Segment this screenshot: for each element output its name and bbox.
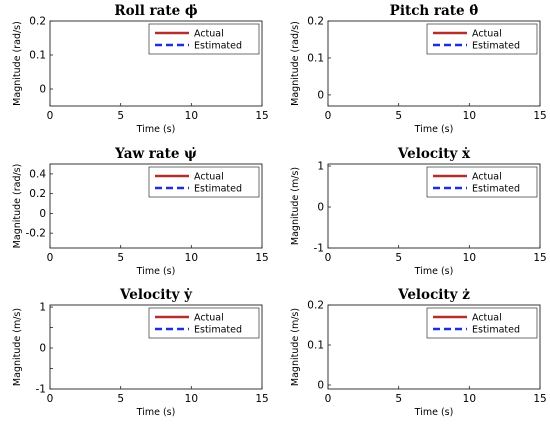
- y-tick-label: 0: [317, 380, 324, 392]
- y-tick-label: 0.2: [29, 188, 46, 200]
- x-tick-label: 15: [255, 393, 268, 405]
- y-axis-label: Magnitude (rad/s): [12, 164, 23, 249]
- x-tick-label: 10: [463, 110, 476, 122]
- x-tick-label: 0: [47, 252, 54, 264]
- x-tick-label: 0: [47, 393, 54, 405]
- y-tick-label: 0.4: [29, 168, 46, 180]
- x-tick-label: 10: [463, 252, 476, 264]
- legend-label-actual: Actual: [472, 29, 502, 40]
- legend-label-actual: Actual: [194, 313, 224, 324]
- x-axis-label: Time (s): [136, 266, 176, 277]
- x-tick-label: 10: [185, 252, 198, 264]
- y-tick-label: -0.2: [26, 228, 47, 240]
- x-tick-label: 15: [255, 252, 268, 264]
- chart-title: Roll rate ϕ̇: [114, 3, 198, 19]
- y-tick-label: 0.1: [29, 50, 46, 62]
- legend-label-estimated: Estimated: [194, 41, 242, 52]
- y-tick-label: 1: [39, 302, 46, 314]
- x-tick-label: 10: [185, 393, 198, 405]
- x-axis-label: Time (s): [414, 407, 454, 418]
- x-tick-label: 15: [255, 110, 268, 122]
- y-tick-label: 0.1: [307, 52, 324, 64]
- chart-title: Yaw rate ψ̇: [114, 146, 197, 162]
- legend-label-estimated: Estimated: [472, 41, 520, 52]
- y-tick-label: 0: [39, 208, 46, 220]
- x-tick-label: 5: [117, 110, 124, 122]
- subplot-2: 0 5 10 15 0 0.1 0.2 Pitch rate θ̇ Time (s) Magnit…: [290, 3, 547, 135]
- legend-label-estimated: Estimated: [194, 184, 242, 195]
- x-axis-label: Time (s): [414, 266, 454, 277]
- legend-label-estimated: Estimated: [194, 325, 242, 336]
- legend-box: [148, 166, 260, 198]
- y-tick-label: 0.2: [29, 16, 46, 28]
- x-tick-label: 15: [533, 110, 546, 122]
- y-axis-label: Magnitude (m/s): [290, 167, 301, 245]
- x-tick-label: 15: [533, 252, 546, 264]
- x-tick-label: 15: [533, 393, 546, 405]
- y-axis-label: Magnitude (rad/s): [12, 21, 23, 106]
- y-tick-label: 0: [39, 84, 46, 96]
- x-tick-label: 5: [395, 252, 402, 264]
- x-tick-label: 0: [47, 110, 54, 122]
- y-tick-label: -1: [314, 243, 324, 255]
- x-axis-label: Time (s): [136, 124, 176, 135]
- chart-title: Velocity ẏ: [119, 287, 193, 303]
- subplot-1: 0 5 10 15 0 0.1 0.2 Roll rate ϕ̇ Time (s) Magnitu…: [12, 3, 269, 135]
- x-axis-label: Time (s): [136, 407, 176, 418]
- y-tick-label: 0.1: [307, 340, 324, 352]
- y-axis-label: Magnitude (m/s): [12, 308, 23, 386]
- subplot-6: 0 5 10 15 0 0.1 0.2 Velocity ż Time (s) Magnitude…: [290, 287, 547, 418]
- legend-box: [148, 23, 260, 55]
- legend-label-actual: Actual: [194, 172, 224, 183]
- legend-label-actual: Actual: [472, 313, 502, 324]
- chart-title: Velocity ż: [397, 287, 470, 303]
- x-tick-label: 5: [395, 393, 402, 405]
- x-tick-label: 10: [185, 110, 198, 122]
- y-tick-label: 0: [39, 343, 46, 355]
- x-tick-label: 0: [325, 110, 332, 122]
- legend-box: [426, 166, 538, 198]
- legend-box: [148, 307, 260, 339]
- y-tick-label: -1: [36, 384, 46, 396]
- legend-label-estimated: Estimated: [472, 184, 520, 195]
- x-tick-label: 5: [117, 252, 124, 264]
- x-axis-label: Time (s): [414, 124, 454, 135]
- y-axis-label: Magnitude (rad/s): [290, 21, 301, 106]
- x-tick-label: 10: [463, 393, 476, 405]
- x-tick-label: 5: [117, 393, 124, 405]
- y-tick-label: 1: [317, 161, 324, 173]
- y-tick-label: 0.2: [307, 300, 324, 312]
- y-tick-label: 0: [317, 202, 324, 214]
- legend-label-actual: Actual: [194, 29, 224, 40]
- legend-box: [426, 23, 538, 55]
- legend-label-actual: Actual: [472, 172, 502, 183]
- y-tick-label: 0.2: [307, 16, 324, 28]
- chart-title: Pitch rate θ̇: [390, 3, 479, 19]
- x-tick-label: 0: [325, 252, 332, 264]
- x-tick-label: 5: [395, 110, 402, 122]
- y-axis-label: Magnitude (m/s): [290, 308, 301, 386]
- legend-label-estimated: Estimated: [472, 325, 520, 336]
- y-tick-label: 0: [317, 89, 324, 101]
- legend-box: [426, 307, 538, 339]
- chart-title: Velocity ẋ: [397, 146, 471, 162]
- x-tick-label: 0: [325, 393, 332, 405]
